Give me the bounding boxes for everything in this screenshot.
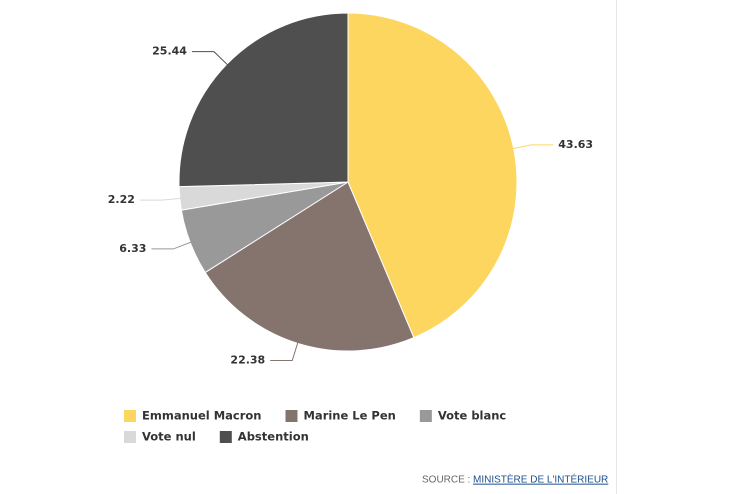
data-label: 25.44 — [152, 45, 187, 58]
legend-item[interactable]: Vote blanc — [419, 409, 507, 423]
data-label: 2.22 — [108, 193, 135, 206]
legend-swatch — [124, 410, 136, 422]
source-link[interactable]: MINISTÈRE DE L'INTÉRIEUR — [473, 473, 608, 486]
legend-label: Vote nul — [142, 430, 196, 444]
source-label: SOURCE : — [422, 475, 470, 486]
legend-item[interactable]: Marine Le Pen — [285, 409, 396, 423]
legend-swatch — [124, 431, 136, 443]
legend-swatch — [219, 431, 232, 443]
legend-item[interactable]: Emmanuel Macron — [124, 409, 261, 423]
pie-slice — [178, 12, 349, 188]
legend-label: Abstention — [238, 430, 309, 444]
data-label: 22.38 — [230, 353, 265, 366]
legend-swatch — [419, 410, 432, 422]
legend-item[interactable]: Vote nul — [124, 430, 196, 444]
connector — [139, 197, 182, 201]
connector — [511, 144, 554, 150]
legend-swatch — [285, 410, 298, 422]
connector — [191, 51, 229, 66]
data-label: 6.33 — [119, 242, 146, 255]
data-label: 43.63 — [558, 138, 593, 151]
legend-label: Vote blanc — [438, 409, 507, 423]
connector — [151, 241, 193, 250]
legend-label: Emmanuel Macron — [142, 409, 261, 423]
legend-item[interactable]: Abstention — [219, 430, 309, 444]
connector — [270, 341, 299, 361]
legend-label: Marine Le Pen — [303, 409, 395, 423]
